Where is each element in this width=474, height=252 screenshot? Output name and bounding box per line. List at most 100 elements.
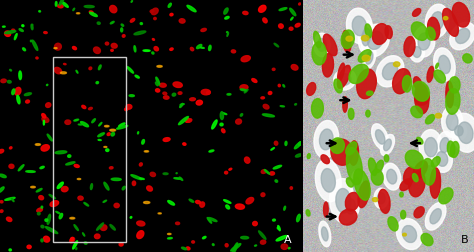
Ellipse shape <box>207 218 211 223</box>
Ellipse shape <box>383 140 392 151</box>
Ellipse shape <box>200 202 205 207</box>
Ellipse shape <box>392 70 410 94</box>
Ellipse shape <box>450 142 459 158</box>
Ellipse shape <box>65 120 71 125</box>
Ellipse shape <box>319 221 331 247</box>
Ellipse shape <box>376 56 404 87</box>
Ellipse shape <box>450 23 474 50</box>
Ellipse shape <box>241 56 250 62</box>
Ellipse shape <box>37 212 40 215</box>
Ellipse shape <box>413 47 421 58</box>
Ellipse shape <box>278 85 281 87</box>
Ellipse shape <box>225 172 228 174</box>
Ellipse shape <box>387 170 397 184</box>
Ellipse shape <box>191 241 194 243</box>
Ellipse shape <box>437 152 448 167</box>
Ellipse shape <box>164 97 169 100</box>
Ellipse shape <box>89 108 92 110</box>
Ellipse shape <box>295 154 301 158</box>
Ellipse shape <box>17 96 20 104</box>
Ellipse shape <box>294 142 302 149</box>
Ellipse shape <box>281 244 288 249</box>
Ellipse shape <box>368 32 383 50</box>
Ellipse shape <box>298 142 302 146</box>
Ellipse shape <box>139 178 144 180</box>
Ellipse shape <box>84 203 89 206</box>
Ellipse shape <box>425 5 449 39</box>
Ellipse shape <box>331 140 353 166</box>
Ellipse shape <box>264 170 270 174</box>
Ellipse shape <box>35 144 40 146</box>
Ellipse shape <box>346 9 373 45</box>
Ellipse shape <box>434 71 446 84</box>
Ellipse shape <box>130 19 135 23</box>
Ellipse shape <box>94 234 100 239</box>
Ellipse shape <box>0 201 3 203</box>
Ellipse shape <box>372 124 389 150</box>
Bar <box>53 58 127 242</box>
Ellipse shape <box>84 6 94 9</box>
Ellipse shape <box>109 167 113 169</box>
Ellipse shape <box>402 233 406 236</box>
Ellipse shape <box>323 35 337 56</box>
Ellipse shape <box>1 80 6 83</box>
Ellipse shape <box>374 188 388 209</box>
Ellipse shape <box>362 56 370 62</box>
Ellipse shape <box>26 171 35 173</box>
Ellipse shape <box>426 28 435 41</box>
Ellipse shape <box>131 2 133 3</box>
Ellipse shape <box>140 23 143 25</box>
Ellipse shape <box>319 130 333 150</box>
Ellipse shape <box>98 140 101 141</box>
Ellipse shape <box>337 64 345 82</box>
Ellipse shape <box>182 247 187 250</box>
Ellipse shape <box>321 155 329 164</box>
Ellipse shape <box>404 37 415 57</box>
Ellipse shape <box>155 89 160 93</box>
Ellipse shape <box>144 151 148 152</box>
Ellipse shape <box>109 6 117 14</box>
Ellipse shape <box>279 25 283 29</box>
Ellipse shape <box>99 66 101 71</box>
Ellipse shape <box>41 206 43 208</box>
Ellipse shape <box>442 107 463 138</box>
Ellipse shape <box>131 175 142 180</box>
Ellipse shape <box>134 47 136 53</box>
Ellipse shape <box>163 138 170 142</box>
Ellipse shape <box>49 195 55 199</box>
Ellipse shape <box>324 202 328 217</box>
Ellipse shape <box>90 13 97 17</box>
Ellipse shape <box>96 82 99 84</box>
Ellipse shape <box>428 18 440 41</box>
Ellipse shape <box>311 99 323 119</box>
Ellipse shape <box>30 41 32 43</box>
Ellipse shape <box>220 124 223 126</box>
Ellipse shape <box>59 0 64 6</box>
Ellipse shape <box>174 178 181 179</box>
Ellipse shape <box>290 9 296 17</box>
Ellipse shape <box>42 117 49 123</box>
Ellipse shape <box>434 49 455 82</box>
Ellipse shape <box>152 53 154 55</box>
Ellipse shape <box>245 90 248 93</box>
Ellipse shape <box>172 94 176 97</box>
Ellipse shape <box>46 85 48 86</box>
Ellipse shape <box>236 119 242 125</box>
Ellipse shape <box>365 25 372 39</box>
Ellipse shape <box>55 3 57 7</box>
Ellipse shape <box>439 188 453 204</box>
Ellipse shape <box>111 178 121 181</box>
Ellipse shape <box>5 32 16 35</box>
Ellipse shape <box>197 45 202 49</box>
Ellipse shape <box>50 201 59 207</box>
Ellipse shape <box>41 239 43 242</box>
Ellipse shape <box>74 165 79 168</box>
Ellipse shape <box>157 66 162 68</box>
Ellipse shape <box>329 179 357 223</box>
Ellipse shape <box>93 48 100 54</box>
Ellipse shape <box>212 120 217 130</box>
Ellipse shape <box>385 27 392 40</box>
Ellipse shape <box>36 189 42 192</box>
Ellipse shape <box>280 106 284 107</box>
Ellipse shape <box>39 12 40 13</box>
